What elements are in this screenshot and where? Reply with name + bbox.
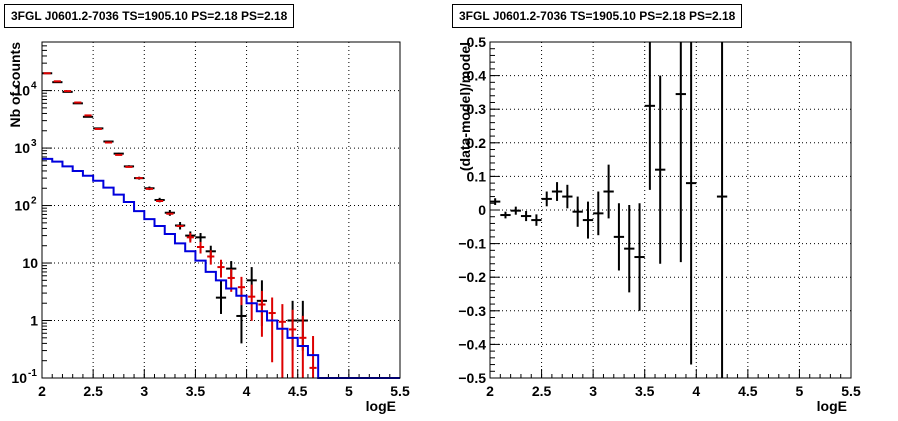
plot-frame-border: [41, 41, 401, 379]
x-tick-label: 4: [243, 383, 251, 399]
y-tick-label: −0.4: [458, 336, 486, 352]
y-tick-label: −0.3: [458, 303, 486, 319]
y-tick-exponent: -1: [28, 368, 37, 379]
model-step-line: [42, 157, 400, 379]
y-tick-label: 0: [478, 202, 486, 218]
y-tick-label: 1: [30, 313, 38, 329]
x-tick-label: 4: [692, 383, 700, 399]
plot-frame-border: [489, 41, 852, 379]
y-tick-label: −0.2: [458, 269, 486, 285]
y-axis-label: (data-model)/model: [457, 42, 473, 171]
y-tick-label: 10: [22, 255, 38, 271]
x-tick-label: 3: [589, 383, 597, 399]
x-tick-label: 3.5: [635, 383, 655, 399]
y-tick-exponent: 2: [31, 196, 37, 207]
x-tick-label: 2.5: [83, 383, 103, 399]
x-tick-label: 3: [140, 383, 148, 399]
x-axis-label: logE: [366, 398, 396, 414]
x-tick-label: 2.5: [532, 383, 552, 399]
x-tick-label: 5.5: [390, 383, 410, 399]
y-tick-label: 10: [14, 198, 30, 214]
x-axis-label: logE: [817, 398, 847, 414]
y-tick-label: 0.3: [467, 101, 487, 117]
x-tick-label: 5: [345, 383, 353, 399]
x-tick-label: 2: [486, 383, 494, 399]
y-tick-label: 10: [14, 83, 30, 99]
y-tick-label: 10: [11, 370, 27, 386]
plot-frame: [41, 41, 401, 379]
y-tick-exponent: 3: [31, 138, 37, 149]
y-tick-label: −0.5: [458, 370, 486, 386]
residual-title: 3FGL J0601.2-7036 TS=1905.10 PS=2.18 PS=…: [452, 4, 743, 28]
y-tick-label: 0.5: [467, 34, 487, 50]
y-tick-label: −0.1: [458, 236, 486, 252]
x-tick-label: 5.5: [841, 383, 861, 399]
y-axis-label: Nb of counts: [7, 42, 23, 128]
x-tick-label: 4.5: [738, 383, 758, 399]
y-tick-label: 0.1: [467, 168, 487, 184]
y-tick-label: 10: [14, 140, 30, 156]
y-tick-label: 0.2: [467, 135, 487, 151]
y-tick-exponent: 4: [31, 81, 37, 92]
x-tick-label: 4.5: [288, 383, 308, 399]
counts-title: 3FGL J0601.2-7036 TS=1905.10 PS=2.18 PS=…: [4, 4, 295, 28]
residual-panel: 2 2.5 3 3.5 4 4.5 5 5.5 −0.5 −0.4 −0.3 −0.2 −0.1 0 0.1…: [457, 34, 861, 414]
x-tick-label: 3.5: [186, 383, 206, 399]
y-tick-label: 0.4: [467, 68, 487, 84]
x-tick-label: 5: [796, 383, 804, 399]
x-tick-label: 2: [38, 383, 46, 399]
